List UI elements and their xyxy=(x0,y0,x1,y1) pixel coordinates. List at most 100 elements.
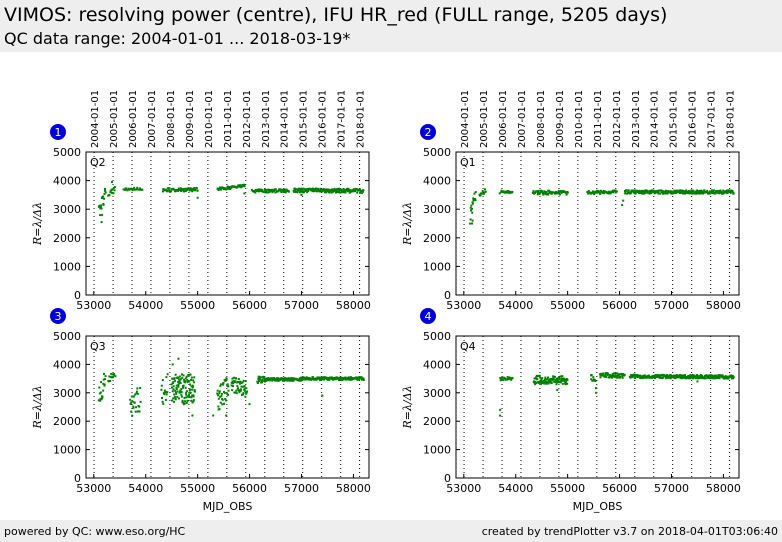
data-point xyxy=(263,376,266,379)
data-point xyxy=(212,414,215,417)
data-point xyxy=(180,393,183,396)
data-point xyxy=(307,190,310,193)
data-point xyxy=(344,191,347,194)
data-point xyxy=(698,375,701,378)
data-point xyxy=(290,379,293,382)
data-point xyxy=(508,192,511,195)
x-tick-label: 53000 xyxy=(446,482,481,495)
data-point xyxy=(171,390,174,393)
data-point xyxy=(358,188,361,191)
data-point xyxy=(130,187,133,190)
data-point xyxy=(224,398,227,401)
data-point xyxy=(99,214,102,217)
data-point xyxy=(217,394,220,397)
data-point xyxy=(550,192,553,195)
data-point xyxy=(698,192,701,195)
y-tick-label: 2000 xyxy=(53,415,81,428)
data-point xyxy=(109,191,112,194)
y-tick-label: 4000 xyxy=(423,358,451,371)
x-tick-label: 53000 xyxy=(76,299,111,312)
x-tick-label: 57000 xyxy=(654,299,689,312)
data-point xyxy=(332,190,335,193)
data-point xyxy=(99,399,102,402)
data-point xyxy=(615,374,618,377)
footer-bar: powered by QC: www.eso.org/HC created by… xyxy=(0,520,782,542)
data-point xyxy=(236,385,239,388)
data-point xyxy=(542,379,545,382)
data-point xyxy=(238,391,241,394)
data-point xyxy=(724,191,727,194)
data-point xyxy=(342,187,345,190)
data-point xyxy=(323,188,326,191)
data-point xyxy=(634,377,637,380)
x-tick-label: 53000 xyxy=(76,482,111,495)
data-point xyxy=(171,399,174,402)
data-point xyxy=(216,389,219,392)
data-point xyxy=(696,374,699,377)
data-point xyxy=(216,392,219,395)
data-point xyxy=(604,374,607,377)
data-point xyxy=(612,191,615,194)
data-point xyxy=(190,188,193,191)
data-point xyxy=(192,400,195,403)
y-tick-label: 5000 xyxy=(53,146,81,159)
data-point xyxy=(705,374,708,377)
data-point xyxy=(352,190,355,193)
data-point xyxy=(335,190,338,193)
x-tick-label: 58000 xyxy=(336,482,371,495)
x-tick-label: 56000 xyxy=(602,482,637,495)
data-point xyxy=(190,396,193,399)
data-point xyxy=(196,196,199,199)
data-point xyxy=(172,397,175,400)
data-point xyxy=(191,401,194,404)
y-axis-label: R=λ/Δλ xyxy=(31,202,44,246)
data-point xyxy=(566,382,569,385)
data-point xyxy=(184,400,187,403)
top-date-label: 2007-01-01 xyxy=(517,90,528,148)
data-point xyxy=(730,377,733,380)
data-point xyxy=(556,388,559,391)
data-point xyxy=(711,190,714,193)
data-point xyxy=(184,380,187,383)
data-point xyxy=(101,196,104,199)
data-point xyxy=(185,375,188,378)
data-point xyxy=(694,192,697,195)
data-point xyxy=(483,191,486,194)
data-point xyxy=(100,381,103,384)
data-point xyxy=(330,191,333,194)
data-point xyxy=(506,376,509,379)
data-point xyxy=(101,213,104,216)
data-point xyxy=(188,389,191,392)
data-point xyxy=(472,197,475,200)
data-point xyxy=(507,190,510,193)
data-point xyxy=(99,391,102,394)
top-date-label: 2017-01-01 xyxy=(707,90,718,148)
data-point xyxy=(239,388,242,391)
data-point xyxy=(136,188,139,191)
data-point xyxy=(132,395,135,398)
data-point xyxy=(560,377,563,380)
x-tick-label: 57000 xyxy=(654,482,689,495)
data-point xyxy=(130,395,133,398)
data-point xyxy=(648,192,651,195)
data-point xyxy=(244,387,247,390)
data-point xyxy=(474,199,477,202)
data-point xyxy=(665,376,668,379)
data-point xyxy=(502,190,505,193)
data-point xyxy=(172,385,175,388)
data-point xyxy=(224,379,227,382)
data-point xyxy=(109,376,112,379)
data-point xyxy=(543,190,546,193)
data-point xyxy=(546,378,549,381)
data-point xyxy=(619,375,622,378)
data-point xyxy=(182,386,185,389)
data-point xyxy=(298,191,301,194)
data-point xyxy=(102,378,105,381)
data-point xyxy=(126,189,129,192)
x-tick-label: 58000 xyxy=(706,482,741,495)
data-point xyxy=(362,379,365,382)
data-point xyxy=(359,191,362,194)
data-point xyxy=(702,191,705,194)
data-point xyxy=(283,379,286,382)
data-point xyxy=(135,406,138,409)
